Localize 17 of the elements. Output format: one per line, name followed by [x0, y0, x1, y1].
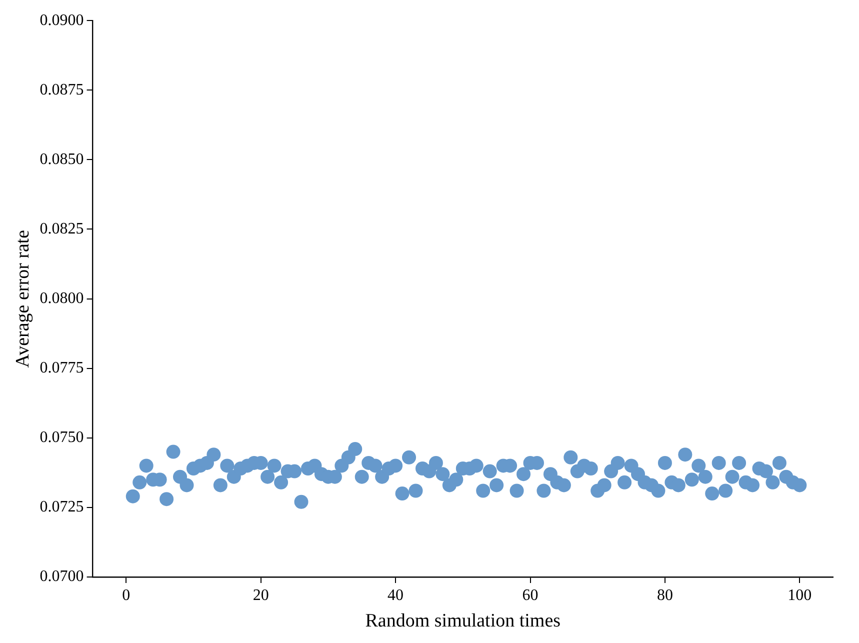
- y-tick-label: 0.0750: [40, 429, 84, 446]
- x-tick-label: 0: [122, 586, 130, 604]
- y-tick-label: 0.0900: [40, 12, 84, 29]
- y-tick-label: 0.0800: [40, 290, 84, 308]
- y-tick-label: 0.0725: [40, 498, 84, 516]
- y-tick-label: 0.0875: [40, 81, 84, 98]
- x-tick-label: 100: [788, 586, 812, 604]
- x-axis-title: Random simulation times: [365, 610, 561, 632]
- y-axis-title: Average error rate: [12, 230, 34, 368]
- y-tick-label: 0.0700: [40, 568, 84, 586]
- x-tick-label: 20: [252, 586, 269, 604]
- x-tick-label: 80: [656, 586, 673, 604]
- y-tick-label: 0.0850: [40, 150, 84, 168]
- x-tick-label: 40: [388, 586, 404, 604]
- y-tick-label: 0.0825: [40, 220, 84, 238]
- x-tick-label: 60: [522, 586, 538, 604]
- y-tick-label: 0.0775: [40, 360, 84, 377]
